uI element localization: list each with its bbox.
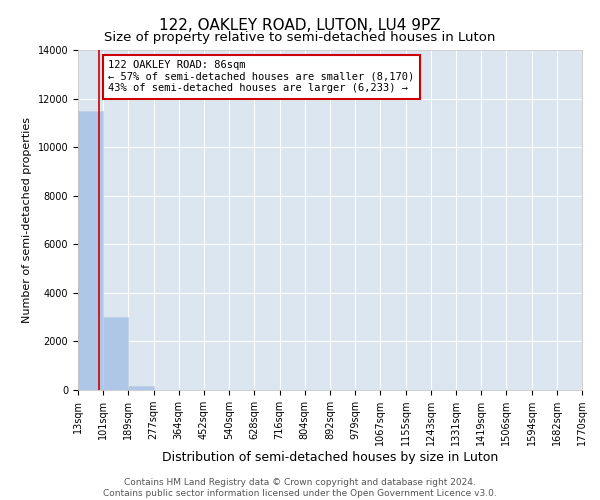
Text: 122 OAKLEY ROAD: 86sqm
← 57% of semi-detached houses are smaller (8,170)
43% of : 122 OAKLEY ROAD: 86sqm ← 57% of semi-det…: [108, 60, 415, 94]
Bar: [128, 386, 154, 390]
X-axis label: Distribution of semi-detached houses by size in Luton: Distribution of semi-detached houses by …: [162, 451, 498, 464]
Text: Contains HM Land Registry data © Crown copyright and database right 2024.
Contai: Contains HM Land Registry data © Crown c…: [103, 478, 497, 498]
Bar: [78, 110, 103, 390]
Bar: [103, 317, 128, 390]
Text: Size of property relative to semi-detached houses in Luton: Size of property relative to semi-detach…: [104, 31, 496, 44]
Text: 122, OAKLEY ROAD, LUTON, LU4 9PZ: 122, OAKLEY ROAD, LUTON, LU4 9PZ: [159, 18, 441, 32]
Y-axis label: Number of semi-detached properties: Number of semi-detached properties: [22, 117, 32, 323]
